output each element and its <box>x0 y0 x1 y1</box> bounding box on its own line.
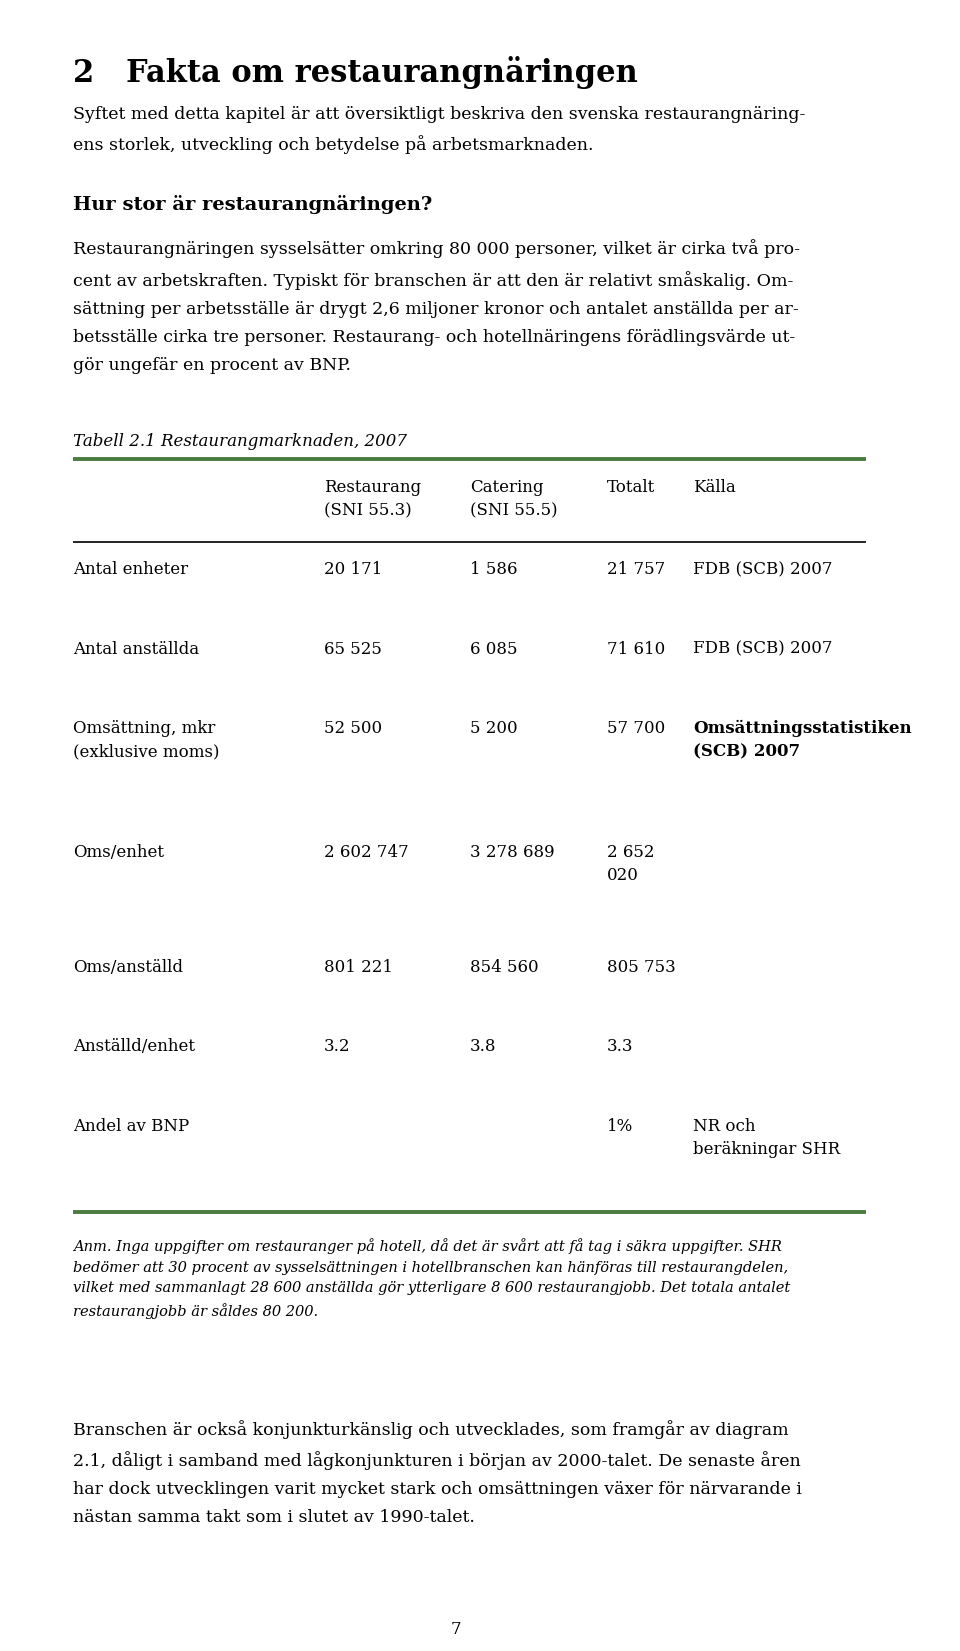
Text: 21 757: 21 757 <box>607 561 664 578</box>
Text: Antal anställda: Antal anställda <box>73 641 199 657</box>
Text: 805 753: 805 753 <box>607 959 675 976</box>
Text: FDB (SCB) 2007: FDB (SCB) 2007 <box>693 641 832 657</box>
Text: 2 602 747: 2 602 747 <box>324 844 409 860</box>
Text: Branschen är också konjunkturkänslig och utvecklades, som framgår av diagram
2.1: Branschen är också konjunkturkänslig och… <box>73 1420 802 1527</box>
Text: 5 200: 5 200 <box>469 720 517 736</box>
Text: Catering
(SNI 55.5): Catering (SNI 55.5) <box>469 479 558 520</box>
Text: 6 085: 6 085 <box>469 641 517 657</box>
Text: FDB (SCB) 2007: FDB (SCB) 2007 <box>693 561 832 578</box>
Text: Antal enheter: Antal enheter <box>73 561 188 578</box>
Text: 3 278 689: 3 278 689 <box>469 844 554 860</box>
Text: 2   Fakta om restaurangnäringen: 2 Fakta om restaurangnäringen <box>73 56 637 89</box>
Text: Anställd/enhet: Anställd/enhet <box>73 1038 195 1055</box>
Text: Oms/anställd: Oms/anställd <box>73 959 183 976</box>
Text: Tabell 2.1 Restaurangmarknaden, 2007: Tabell 2.1 Restaurangmarknaden, 2007 <box>73 433 407 449</box>
Text: Restaurangnäringen sysselsätter omkring 80 000 personer, vilket är cirka två pro: Restaurangnäringen sysselsätter omkring … <box>73 239 800 375</box>
Text: Restaurang
(SNI 55.3): Restaurang (SNI 55.3) <box>324 479 420 520</box>
Text: 7: 7 <box>451 1621 462 1638</box>
Text: Andel av BNP: Andel av BNP <box>73 1118 189 1134</box>
Text: Hur stor är restaurangnäringen?: Hur stor är restaurangnäringen? <box>73 195 432 215</box>
Text: 65 525: 65 525 <box>324 641 382 657</box>
Text: 1%: 1% <box>607 1118 633 1134</box>
Text: Totalt: Totalt <box>607 479 655 495</box>
Text: Källa: Källa <box>693 479 736 495</box>
Text: 1 586: 1 586 <box>469 561 517 578</box>
Text: 854 560: 854 560 <box>469 959 539 976</box>
Text: Oms/enhet: Oms/enhet <box>73 844 164 860</box>
Text: 2 652
020: 2 652 020 <box>607 844 654 885</box>
Text: Syftet med detta kapitel är att översiktligt beskriva den svenska restaurangnäri: Syftet med detta kapitel är att översikt… <box>73 106 805 154</box>
Text: Omsättningsstatistiken
(SCB) 2007: Omsättningsstatistiken (SCB) 2007 <box>693 720 912 761</box>
Text: 52 500: 52 500 <box>324 720 382 736</box>
Text: 3.2: 3.2 <box>324 1038 350 1055</box>
Text: 3.3: 3.3 <box>607 1038 633 1055</box>
Text: Anm. Inga uppgifter om restauranger på hotell, då det är svårt att få tag i säkr: Anm. Inga uppgifter om restauranger på h… <box>73 1238 790 1319</box>
Text: NR och
beräkningar SHR: NR och beräkningar SHR <box>693 1118 840 1159</box>
Text: 801 221: 801 221 <box>324 959 393 976</box>
Text: Omsättning, mkr
(exklusive moms): Omsättning, mkr (exklusive moms) <box>73 720 220 761</box>
Text: 20 171: 20 171 <box>324 561 382 578</box>
Text: 3.8: 3.8 <box>469 1038 496 1055</box>
Text: 71 610: 71 610 <box>607 641 664 657</box>
Text: 57 700: 57 700 <box>607 720 664 736</box>
